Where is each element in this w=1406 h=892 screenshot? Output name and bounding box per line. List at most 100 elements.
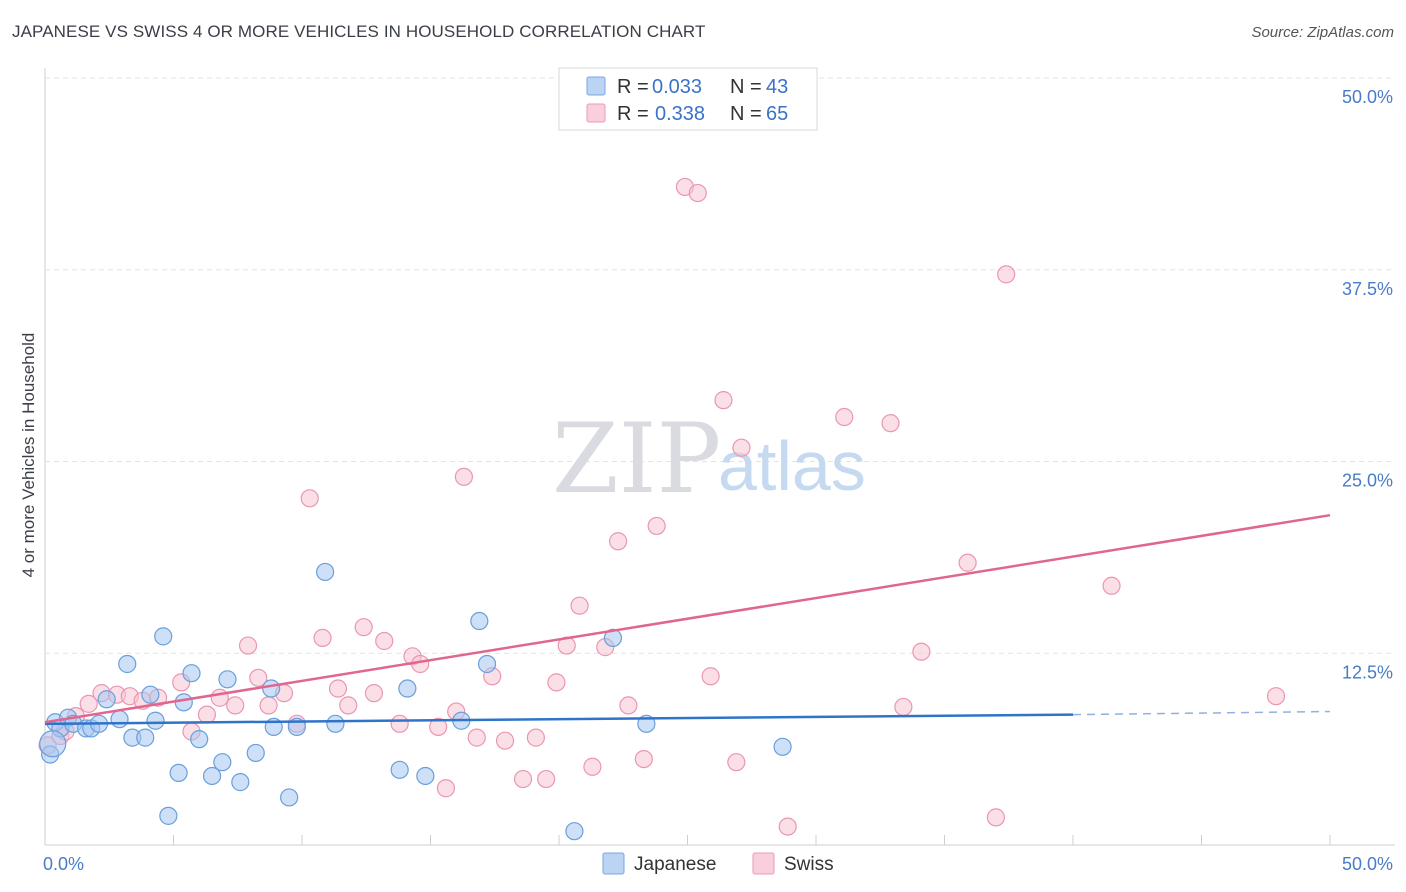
swiss-point-53 — [727, 753, 746, 772]
legend-japanese-r-value: 0.033 — [652, 76, 702, 98]
japanese-point-23 — [218, 670, 237, 689]
swiss-point-24 — [354, 618, 373, 637]
japanese-point-30 — [316, 562, 335, 582]
swiss-point-61 — [986, 808, 1006, 827]
swiss-point-42 — [570, 596, 589, 615]
bottom-legend-swiss-label: Swiss — [784, 854, 834, 875]
japanese-point-12 — [136, 728, 155, 747]
watermark-zip-text: ZIP — [552, 403, 721, 515]
japanese-point-18 — [174, 693, 193, 712]
swiss-point-51 — [701, 667, 720, 686]
swiss-point-60 — [958, 553, 977, 572]
bottom-legend-japanese-label: Japanese — [634, 854, 716, 875]
swiss-point-17 — [259, 696, 278, 715]
swiss-point-54 — [732, 438, 751, 457]
swiss-point-23 — [339, 696, 358, 715]
chart-title: JAPANESE VS SWISS 4 OR MORE VEHICLES IN … — [12, 22, 706, 41]
swiss-point-43 — [583, 757, 602, 776]
swiss-point-16 — [249, 668, 268, 687]
x-tick-label-0: 0.0% — [43, 854, 84, 874]
japanese-point-19 — [182, 664, 201, 683]
swiss-point-39 — [537, 769, 556, 789]
japanese-point-13 — [141, 685, 160, 704]
japanese-point-28 — [280, 788, 299, 807]
swiss-point-50 — [688, 183, 707, 203]
x-tick-labels: 0.0% 50.0% — [43, 854, 1393, 874]
legend-japanese-n-label: N = — [730, 76, 762, 98]
swiss-point-45 — [609, 532, 628, 551]
swiss-point-14 — [226, 696, 245, 715]
y-tick-label-0: 12.5% — [1342, 662, 1393, 682]
japanese-point-16 — [159, 806, 178, 825]
y-tick-label-2: 37.5% — [1342, 279, 1393, 299]
japanese-point-34 — [416, 766, 435, 786]
swiss-trend-line — [44, 513, 1331, 724]
swiss-point-33 — [454, 467, 474, 486]
japanese-point-21 — [202, 766, 222, 786]
japanese-point-22 — [213, 753, 232, 772]
swiss-point-59 — [912, 642, 931, 661]
source-label: Source: ZipAtlas.com — [1251, 24, 1394, 41]
japanese-point-37 — [477, 654, 497, 674]
japanese-point-31 — [326, 714, 345, 733]
japanese-point-8 — [97, 690, 116, 709]
japanese-point-15 — [154, 627, 173, 646]
y-tick-labels: 12.5% 25.0% 37.5% 50.0% — [1342, 87, 1393, 682]
legend-swiss-n-label: N = — [730, 103, 762, 125]
swiss-point-55 — [778, 817, 797, 836]
swiss-point-48 — [647, 516, 666, 536]
japanese-point-42 — [39, 730, 67, 758]
japanese-trend-extension — [1072, 710, 1331, 716]
legend-swiss-n-value: 65 — [766, 103, 788, 125]
swiss-point-34 — [467, 728, 486, 747]
swiss-point-13 — [210, 688, 229, 707]
swiss-point-63 — [1102, 576, 1121, 595]
japanese-point-9 — [110, 710, 129, 729]
swiss-point-4 — [79, 694, 98, 713]
japanese-point-41 — [773, 737, 792, 756]
japanese-point-39 — [603, 628, 623, 648]
japanese-trend-line — [44, 713, 1074, 726]
japanese-point-33 — [398, 679, 417, 698]
swiss-point-62 — [997, 265, 1016, 284]
swiss-point-25 — [364, 684, 384, 703]
x-tick-label-1: 50.0% — [1342, 854, 1393, 874]
swiss-point-20 — [300, 489, 319, 508]
swiss-point-38 — [526, 728, 545, 747]
japanese-point-24 — [231, 773, 250, 792]
swiss-point-37 — [513, 769, 533, 789]
y-axis-title: 4 or more Vehicles in Household — [19, 333, 38, 578]
swiss-point-47 — [634, 749, 653, 769]
correlation-legend: R = 0.033 N = 43 R = 0.338 N = 65 — [558, 67, 818, 131]
legend-swiss-swatch — [586, 103, 606, 123]
watermark: ZIP atlas — [552, 403, 866, 515]
japanese-points — [39, 562, 792, 841]
legend-swiss-r-value: 0.338 — [655, 103, 705, 125]
japanese-point-36 — [470, 611, 489, 631]
legend-swiss-r-label: R = — [617, 103, 649, 125]
japanese-point-38 — [565, 822, 584, 841]
legend-japanese-n-value: 43 — [766, 76, 788, 98]
swiss-point-15 — [238, 636, 258, 655]
swiss-point-40 — [547, 673, 566, 692]
y-tick-label-1: 25.0% — [1342, 471, 1393, 491]
swiss-point-12 — [197, 705, 217, 724]
japanese-point-14 — [146, 711, 165, 730]
japanese-point-10 — [118, 654, 137, 674]
bottom-legend-swiss-swatch — [752, 852, 775, 875]
swiss-point-64 — [1266, 687, 1286, 706]
swiss-point-22 — [328, 679, 348, 698]
japanese-point-20 — [190, 730, 209, 749]
swiss-point-56 — [835, 407, 854, 427]
swiss-point-52 — [714, 391, 733, 410]
swiss-point-58 — [894, 697, 913, 717]
japanese-point-17 — [169, 763, 188, 783]
y-tick-label-3: 50.0% — [1342, 87, 1393, 107]
japanese-point-32 — [390, 760, 409, 779]
trend-lines — [44, 513, 1331, 726]
swiss-point-31 — [436, 779, 456, 798]
swiss-point-30 — [429, 717, 448, 736]
japanese-point-25 — [246, 743, 265, 763]
grid-lines — [45, 77, 1395, 654]
